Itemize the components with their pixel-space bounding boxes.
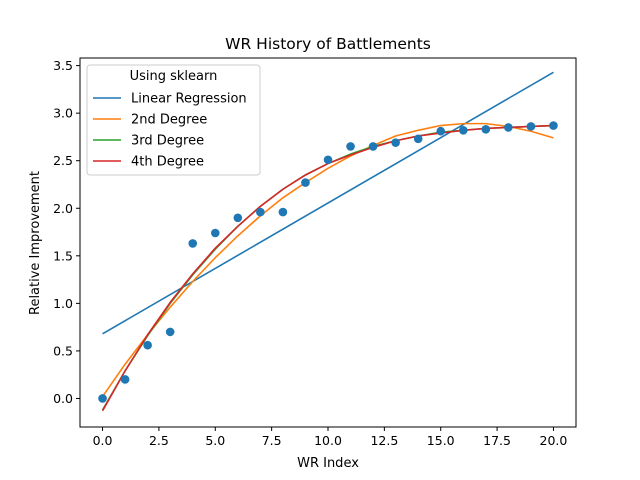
y-tick-label: 0.0 <box>53 391 73 406</box>
plot-area <box>98 71 558 412</box>
data-point <box>391 138 400 147</box>
data-point <box>256 207 265 217</box>
y-tick-label: 2.5 <box>53 153 73 168</box>
data-point <box>301 178 310 187</box>
legend-label: 2nd Degree <box>131 113 207 128</box>
data-point <box>368 142 378 151</box>
data-point <box>504 123 513 132</box>
data-point <box>481 125 491 134</box>
y-tick-label: 0.5 <box>53 343 73 358</box>
data-point <box>120 375 130 384</box>
x-tick-label: 15.0 <box>427 433 455 448</box>
y-tick-label: 3.0 <box>53 106 73 121</box>
y-tick-label: 1.5 <box>53 248 73 263</box>
data-point <box>346 142 355 151</box>
legend-label: Linear Regression <box>131 92 247 107</box>
x-tick-label: 7.5 <box>262 433 282 448</box>
legend-label: 4th Degree <box>131 155 204 170</box>
legend-label: 3rd Degree <box>131 134 204 149</box>
data-point <box>98 394 107 403</box>
axes-frame <box>79 57 577 428</box>
x-axis: 0.0 2.5 5.0 7.5 10.0 12.5 15.0 17.5 20.0 <box>93 427 568 448</box>
data-point <box>210 228 220 238</box>
data-point <box>233 213 243 223</box>
y-axis: 0.0 0.5 1.0 1.5 2.0 2.5 3.0 3.5 <box>53 58 80 406</box>
data-point <box>323 155 333 165</box>
data-point <box>549 121 558 130</box>
x-tick-label: 0.0 <box>93 433 113 448</box>
y-axis-label: Relative Improvement <box>28 171 43 315</box>
data-point <box>165 327 175 337</box>
x-tick-label: 20.0 <box>540 433 568 448</box>
chart-title: WR History of Battlements <box>225 35 431 53</box>
y-tick-label: 2.0 <box>53 201 73 216</box>
legend-box <box>86 64 261 176</box>
x-tick-label: 12.5 <box>370 433 398 448</box>
data-point <box>458 125 468 135</box>
data-point <box>278 207 288 217</box>
data-point <box>436 126 446 136</box>
series-line-2nd-degree <box>101 122 554 398</box>
x-tick-label: 5.0 <box>205 433 225 448</box>
x-axis-label: WR Index <box>297 456 359 471</box>
legend-title: Using sklearn <box>130 69 218 84</box>
y-tick-label: 3.5 <box>53 58 73 73</box>
data-point <box>143 340 152 350</box>
x-tick-label: 17.5 <box>483 433 511 448</box>
data-point <box>188 239 198 248</box>
y-tick-label: 1.0 <box>53 296 73 311</box>
series-line-linear-regression <box>102 71 554 335</box>
data-point <box>413 134 423 144</box>
x-tick-label: 2.5 <box>149 433 169 448</box>
x-tick-label: 10.0 <box>314 433 342 448</box>
legend: Using sklearn Linear Regression 2nd Degree… <box>86 64 261 176</box>
data-point <box>526 122 536 131</box>
